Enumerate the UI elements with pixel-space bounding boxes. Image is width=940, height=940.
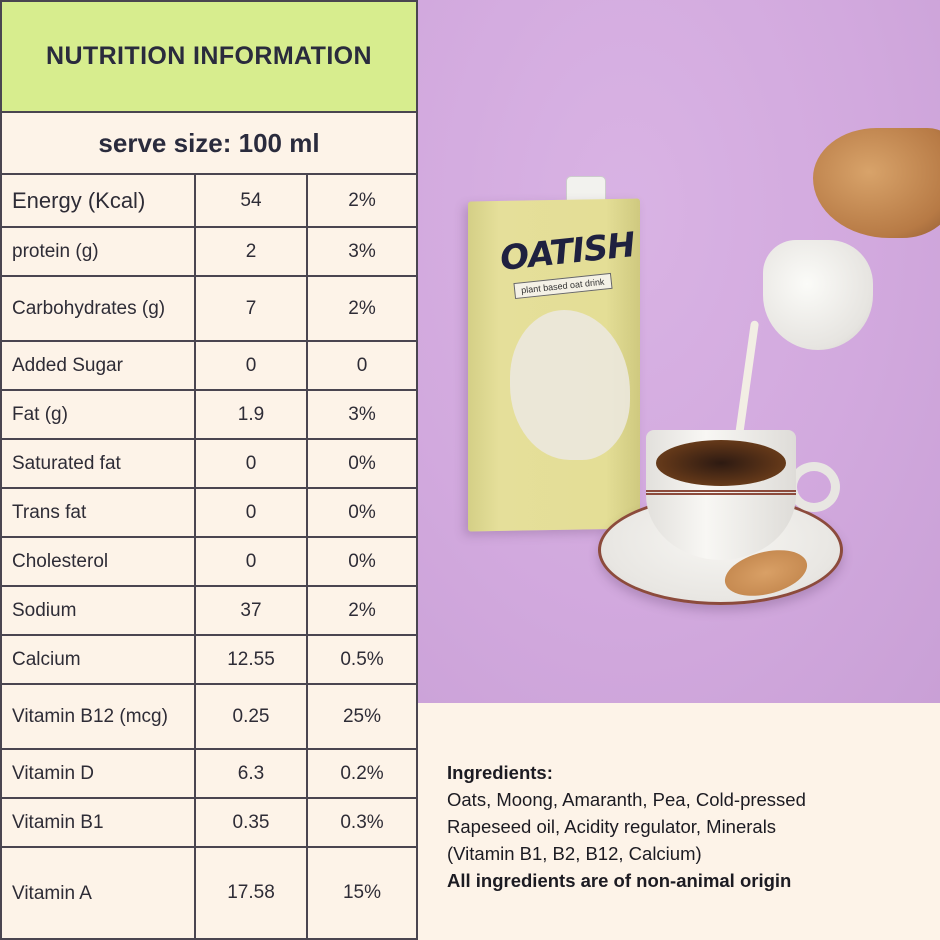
nutrient-value: 2	[196, 228, 308, 275]
nutrient-percent: 25%	[342, 705, 382, 727]
nutrient-percent: 0.2%	[340, 762, 384, 784]
table-row: Vitamin B1 0.35 0.3%	[2, 799, 416, 848]
nutrient-name: Saturated fat	[2, 440, 196, 487]
nutrient-name: Energy (Kcal)	[2, 175, 196, 226]
nutrient-name: Vitamin B1	[2, 799, 196, 846]
nutrient-percent: 0.3%	[340, 811, 384, 833]
nutrient-value: 37	[196, 587, 308, 634]
table-row: Added Sugar 0 0	[2, 342, 416, 391]
nutrient-percent: 3%	[348, 403, 376, 425]
nutrient-percent: 2%	[348, 297, 376, 319]
nutrient-value: 54	[196, 175, 308, 226]
nutrient-value: 1.9	[196, 391, 308, 438]
carton-splash-graphic	[510, 310, 630, 460]
cup-stripe	[646, 490, 796, 495]
nutrient-value: 0	[196, 538, 308, 585]
nutrient-percent: 2%	[348, 599, 376, 621]
nutrient-name: Added Sugar	[2, 342, 196, 389]
nutrient-value: 0.25	[196, 685, 308, 748]
nutrient-percent: 2%	[348, 189, 376, 211]
ingredients-panel: Ingredients: Oats, Moong, Amaranth, Pea,…	[418, 703, 940, 940]
nutrient-percent: 0	[356, 354, 368, 376]
coffee-image	[656, 440, 786, 486]
nutrient-value: 7	[196, 277, 308, 340]
nutrition-title: NUTRITION INFORMATION	[2, 2, 416, 113]
table-row: Cholesterol 0 0%	[2, 538, 416, 587]
product-photo: OATISH plant based oat drink	[418, 0, 940, 703]
nutrient-percent: 0%	[348, 501, 376, 523]
table-row: Vitamin A 17.58 15%	[2, 848, 416, 938]
ingredients-note: All ingredients are of non-animal origin	[447, 870, 792, 891]
nutrient-name: Carbohydrates (g)	[2, 277, 196, 340]
nutrient-percent: 0%	[348, 550, 376, 572]
table-row: Saturated fat 0 0%	[2, 440, 416, 489]
table-row: Fat (g) 1.9 3%	[2, 391, 416, 440]
nutrient-name: Calcium	[2, 636, 196, 683]
nutrient-value: 0	[196, 489, 308, 536]
table-row: protein (g) 2 3%	[2, 228, 416, 277]
nutrient-name: Cholesterol	[2, 538, 196, 585]
table-row: Carbohydrates (g) 7 2%	[2, 277, 416, 342]
nutrient-name: Vitamin A	[2, 848, 196, 938]
nutrient-percent: 3%	[348, 240, 376, 262]
ingredients-title: Ingredients:	[447, 762, 553, 783]
nutrient-value: 0	[196, 342, 308, 389]
table-row: Calcium 12.55 0.5%	[2, 636, 416, 685]
table-row: Trans fat 0 0%	[2, 489, 416, 538]
nutrient-name: Fat (g)	[2, 391, 196, 438]
table-row: Vitamin D 6.3 0.2%	[2, 750, 416, 799]
nutrient-percent: 0%	[348, 452, 376, 474]
nutrient-value: 0.35	[196, 799, 308, 846]
nutrition-table: NUTRITION INFORMATION serve size: 100 ml…	[0, 0, 418, 940]
nutrient-name: Trans fat	[2, 489, 196, 536]
serve-size: serve size: 100 ml	[2, 113, 416, 175]
nutrient-name: Vitamin B12 (mcg)	[2, 685, 196, 748]
nutrient-percent: 15%	[342, 882, 382, 903]
ingredients-text: Oats, Moong, Amaranth, Pea, Cold-pressed…	[447, 789, 806, 864]
nutrient-name: Sodium	[2, 587, 196, 634]
table-row: Vitamin B12 (mcg) 0.25 25%	[2, 685, 416, 750]
table-row: Energy (Kcal) 54 2%	[2, 175, 416, 228]
nutrient-percent: 0.5%	[340, 648, 384, 670]
nutrient-name: protein (g)	[2, 228, 196, 275]
milk-jug-image	[763, 240, 873, 350]
hand-image	[813, 128, 940, 238]
nutrient-value: 17.58	[196, 848, 308, 938]
nutrient-name: Vitamin D	[2, 750, 196, 797]
table-row: Sodium 37 2%	[2, 587, 416, 636]
nutrient-value: 6.3	[196, 750, 308, 797]
nutrient-value: 0	[196, 440, 308, 487]
nutrient-value: 12.55	[196, 636, 308, 683]
